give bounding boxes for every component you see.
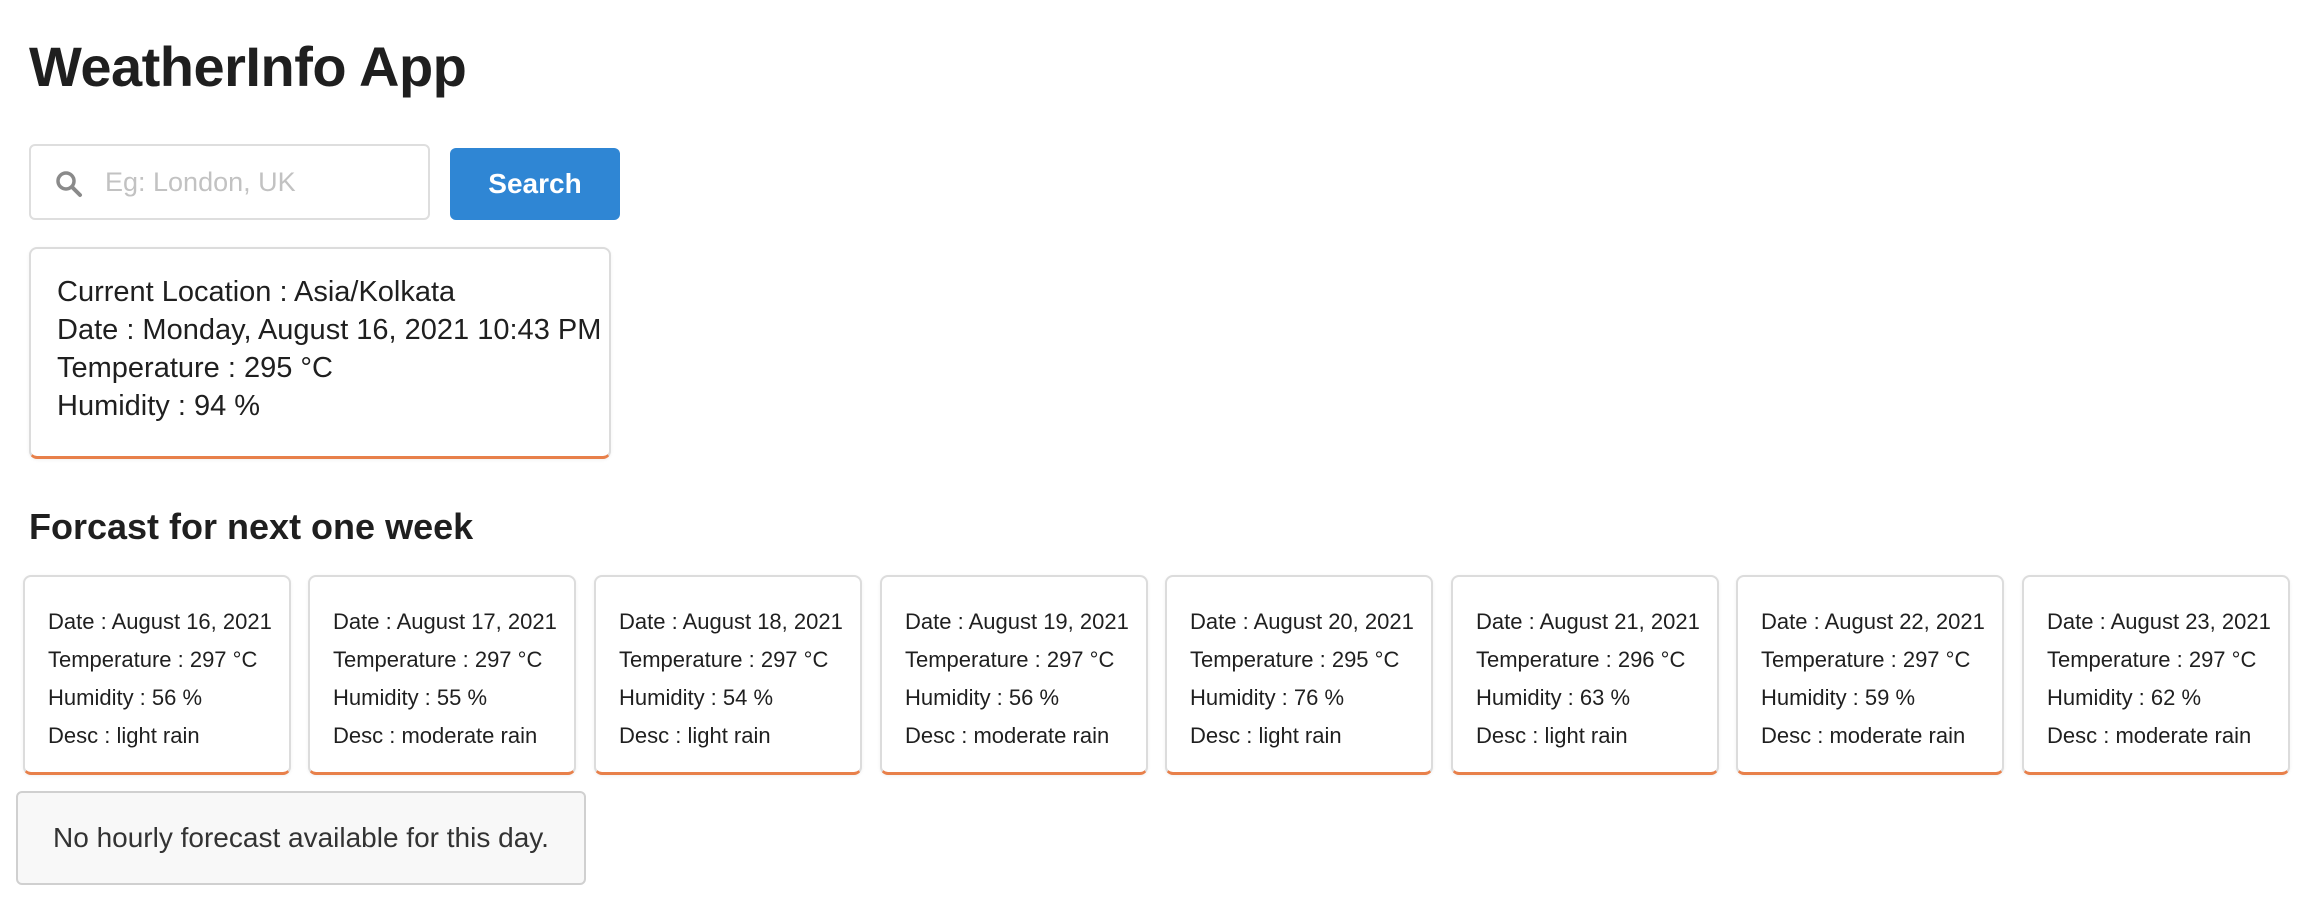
forecast-humidity: Humidity : 63 % <box>1476 685 1631 710</box>
forecast-humidity: Humidity : 62 % <box>2047 685 2202 710</box>
current-location: Current Location : Asia/Kolkata <box>57 276 456 308</box>
forecast-desc: Desc : light rain <box>619 723 771 748</box>
search-box[interactable] <box>29 144 430 220</box>
forecast-date: Date : August 19, 2021 <box>905 609 1129 634</box>
forecast-desc: Desc : light rain <box>48 723 200 748</box>
forecast-humidity: Humidity : 56 % <box>905 685 1060 710</box>
hourly-forecast-message: No hourly forecast available for this da… <box>16 791 586 885</box>
forecast-card[interactable]: Date : August 17, 2021 Temperature : 297… <box>308 575 576 775</box>
forecast-temperature: Temperature : 296 °C <box>1476 647 1686 672</box>
page-title: WeatherInfo App <box>29 35 467 98</box>
forecast-date: Date : August 22, 2021 <box>1761 609 1985 634</box>
search-button[interactable]: Search <box>450 148 620 220</box>
forecast-humidity: Humidity : 55 % <box>333 685 488 710</box>
forecast-section-title: Forcast for next one week <box>29 506 474 547</box>
forecast-card[interactable]: Date : August 16, 2021 Temperature : 297… <box>23 575 291 775</box>
search-input[interactable] <box>105 156 415 208</box>
forecast-card[interactable]: Date : August 19, 2021 Temperature : 297… <box>880 575 1148 775</box>
forecast-humidity: Humidity : 76 % <box>1190 685 1345 710</box>
forecast-date: Date : August 18, 2021 <box>619 609 843 634</box>
forecast-temperature: Temperature : 295 °C <box>1190 647 1400 672</box>
current-date: Date : Monday, August 16, 2021 10:43 PM <box>57 314 602 346</box>
forecast-date: Date : August 21, 2021 <box>1476 609 1700 634</box>
forecast-humidity: Humidity : 54 % <box>619 685 774 710</box>
forecast-date: Date : August 16, 2021 <box>48 609 272 634</box>
forecast-desc: Desc : moderate rain <box>2047 723 2252 748</box>
forecast-card[interactable]: Date : August 22, 2021 Temperature : 297… <box>1736 575 2004 775</box>
forecast-list: Date : August 16, 2021 Temperature : 297… <box>23 575 2293 775</box>
search-icon <box>56 171 82 197</box>
forecast-date: Date : August 23, 2021 <box>2047 609 2271 634</box>
forecast-card[interactable]: Date : August 23, 2021 Temperature : 297… <box>2022 575 2290 775</box>
forecast-desc: Desc : moderate rain <box>333 723 538 748</box>
forecast-desc: Desc : light rain <box>1190 723 1342 748</box>
forecast-desc: Desc : moderate rain <box>1761 723 1966 748</box>
forecast-humidity: Humidity : 56 % <box>48 685 203 710</box>
forecast-card[interactable]: Date : August 20, 2021 Temperature : 295… <box>1165 575 1433 775</box>
current-weather-card: Current Location : Asia/Kolkata Date : M… <box>29 247 611 459</box>
forecast-humidity: Humidity : 59 % <box>1761 685 1916 710</box>
forecast-date: Date : August 17, 2021 <box>333 609 557 634</box>
forecast-temperature: Temperature : 297 °C <box>333 647 543 672</box>
forecast-temperature: Temperature : 297 °C <box>619 647 829 672</box>
forecast-desc: Desc : light rain <box>1476 723 1628 748</box>
forecast-temperature: Temperature : 297 °C <box>1761 647 1971 672</box>
forecast-temperature: Temperature : 297 °C <box>2047 647 2257 672</box>
forecast-temperature: Temperature : 297 °C <box>905 647 1115 672</box>
current-temperature: Temperature : 295 °C <box>57 352 333 384</box>
current-humidity: Humidity : 94 % <box>57 390 261 422</box>
forecast-card[interactable]: Date : August 21, 2021 Temperature : 296… <box>1451 575 1719 775</box>
forecast-date: Date : August 20, 2021 <box>1190 609 1414 634</box>
forecast-temperature: Temperature : 297 °C <box>48 647 258 672</box>
forecast-card[interactable]: Date : August 18, 2021 Temperature : 297… <box>594 575 862 775</box>
forecast-desc: Desc : moderate rain <box>905 723 1110 748</box>
